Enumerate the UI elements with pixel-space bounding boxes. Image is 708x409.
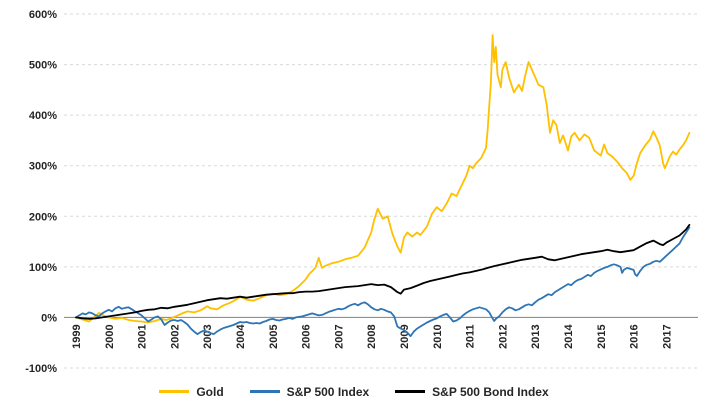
x-tick-label: 2008 <box>366 324 378 348</box>
x-tick-label: 2004 <box>235 324 247 349</box>
y-tick-label: 400% <box>29 110 57 122</box>
x-tick-label: 2017 <box>661 324 673 348</box>
legend-item-gold: Gold <box>159 384 224 399</box>
x-tick-label: 2016 <box>629 324 641 348</box>
y-tick-label: 300% <box>29 161 57 173</box>
x-tick-label: 2013 <box>530 324 542 348</box>
y-tick-label: 600% <box>29 9 57 21</box>
chart-legend: Gold S&P 500 Index S&P 500 Bond Index <box>0 374 708 409</box>
chart-canvas: 600% 500% 400% 300% 200% 100% 0% -100% 1999 2000 2… <box>25 9 698 374</box>
legend-label-gold: Gold <box>196 384 224 399</box>
legend-item-sp500-index: S&P 500 Index <box>249 384 370 399</box>
x-tick-label: 2010 <box>432 324 444 348</box>
y-tick-label: 0% <box>41 312 57 324</box>
x-tick-label: 2014 <box>563 324 575 349</box>
x-tick-label: 2005 <box>268 324 280 348</box>
x-tick-label: 2001 <box>137 324 149 348</box>
series-line-gold <box>75 34 691 324</box>
x-tick-label: 2003 <box>202 324 214 348</box>
x-tick-label: 2011 <box>465 324 477 348</box>
y-tick-label: 200% <box>29 211 57 223</box>
y-tick-label: -100% <box>25 363 57 374</box>
legend-label-sp500-bond-index: S&P 500 Bond Index <box>432 384 549 399</box>
x-tick-label: 2002 <box>169 324 181 348</box>
legend-swatch-gold-line <box>159 390 190 393</box>
legend-item-sp500-bond-index: S&P 500 Bond Index <box>395 384 549 399</box>
legend-swatch-bond-line <box>395 390 426 393</box>
x-tick-label: 2006 <box>301 324 313 348</box>
x-tick-label: 2000 <box>104 324 116 348</box>
x-tick-label: 2007 <box>333 324 345 348</box>
x-tick-label: 2012 <box>497 324 509 348</box>
x-tick-label: 1999 <box>71 324 83 348</box>
y-tick-label: 100% <box>29 262 57 274</box>
y-tick-label: 500% <box>29 60 57 72</box>
legend-label-sp500-index: S&P 500 Index <box>286 384 370 399</box>
series-line-sp500-index <box>75 226 691 337</box>
x-tick-label: 2009 <box>399 324 411 348</box>
legend-swatch-sp500-line <box>249 390 280 393</box>
series-line-sp500-bond-index <box>75 224 691 320</box>
x-tick-label: 2015 <box>596 324 608 348</box>
